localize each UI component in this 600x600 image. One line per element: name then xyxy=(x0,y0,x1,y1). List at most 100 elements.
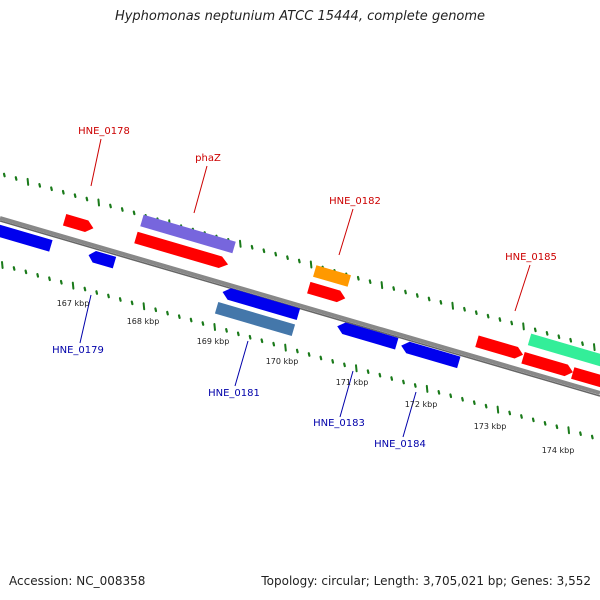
gene-label-phaz[interactable]: phaZ xyxy=(195,153,221,164)
outer-ring-minor-tick xyxy=(286,255,289,260)
outer-ring-minor-tick xyxy=(38,183,42,188)
outer-ring-minor-tick xyxy=(61,189,65,195)
outer-ring-minor-tick xyxy=(73,193,77,198)
outer-ring-minor-tick xyxy=(427,296,431,302)
outer-ring-minor-tick xyxy=(132,210,136,216)
outer-ring-major-tick xyxy=(97,198,100,207)
outer-ring-minor-tick xyxy=(557,334,561,340)
inner-ring-minor-tick xyxy=(319,355,323,361)
inner-ring-minor-tick xyxy=(36,273,40,278)
inner-ring-minor-tick xyxy=(484,403,488,409)
outer-ring-major-tick xyxy=(451,301,454,310)
scale-label-169: 169 kbp xyxy=(197,337,230,346)
inner-ring-minor-tick xyxy=(236,331,240,337)
scale-label-172: 172 kbp xyxy=(405,400,438,409)
inner-ring-major-tick xyxy=(355,364,358,373)
gene-arrow-hne0181[interactable] xyxy=(221,286,301,320)
gene-label-hne0181[interactable]: HNE_0181 xyxy=(208,388,260,399)
inner-tick-ring xyxy=(1,261,594,440)
gene-arrow-hne0179[interactable] xyxy=(87,249,117,269)
gene-arrow-hne0185-green[interactable] xyxy=(527,333,600,367)
gene-label-hne0182[interactable]: HNE_0182 xyxy=(329,196,381,207)
outer-ring-minor-tick xyxy=(415,293,419,298)
inner-ring-minor-tick xyxy=(95,290,99,295)
outer-ring-minor-tick xyxy=(109,203,112,209)
inner-ring-minor-tick xyxy=(461,396,464,402)
inner-ring-minor-tick xyxy=(331,359,335,364)
outer-ring-minor-tick xyxy=(250,244,254,250)
gene-arrow-hne0184[interactable] xyxy=(400,340,461,369)
inner-ring-major-tick xyxy=(425,384,429,393)
outer-ring-minor-tick xyxy=(85,196,89,202)
inner-ring-minor-tick xyxy=(366,369,370,374)
outer-ring-minor-tick xyxy=(463,306,466,312)
inner-ring-minor-tick xyxy=(154,307,158,313)
inner-ring-major-tick xyxy=(284,343,287,352)
inner-ring-minor-tick xyxy=(343,362,346,368)
outer-ring-minor-tick xyxy=(581,341,584,346)
outer-ring-major-tick xyxy=(26,177,30,186)
leader-hne0182 xyxy=(338,208,354,256)
outer-ring-minor-tick xyxy=(120,207,124,212)
outer-ring-minor-tick xyxy=(498,317,502,322)
inner-ring-minor-tick xyxy=(118,297,122,302)
scale-label-168: 168 kbp xyxy=(127,317,160,326)
outer-ring-minor-tick xyxy=(356,275,360,281)
gene-arrow-hne0182-orange[interactable] xyxy=(313,265,351,287)
gene-arrow-hne0181-steel[interactable] xyxy=(214,302,296,336)
inner-ring-minor-tick xyxy=(579,431,582,436)
outer-ring-minor-tick xyxy=(262,248,266,254)
inner-ring-minor-tick xyxy=(531,417,535,423)
inner-ring-minor-tick xyxy=(59,279,63,285)
outer-ring-minor-tick xyxy=(569,337,573,343)
outer-ring-minor-tick xyxy=(2,172,6,178)
inner-ring-minor-tick xyxy=(390,376,394,381)
inner-ring-minor-tick xyxy=(508,410,512,416)
gene-arrow-hne0185[interactable] xyxy=(521,351,574,378)
gene-label-hne0183[interactable]: HNE_0183 xyxy=(313,418,365,429)
gene-label-hne0179[interactable]: HNE_0179 xyxy=(52,345,104,356)
inner-ring-minor-tick xyxy=(543,421,547,426)
scale-label-170: 170 kbp xyxy=(266,357,299,366)
gene-arrows xyxy=(0,214,600,390)
gene-arrow-hne0185-left[interactable] xyxy=(475,335,524,361)
gene-arrow-right-edge[interactable] xyxy=(571,367,600,390)
gene-arrow-phaz-purple[interactable] xyxy=(140,214,236,254)
inner-ring-minor-tick xyxy=(555,424,559,430)
inner-ring-minor-tick xyxy=(24,269,28,275)
inner-ring-major-tick xyxy=(496,405,500,414)
gene-arrow-left-edge[interactable] xyxy=(0,224,53,252)
inner-ring-minor-tick xyxy=(378,372,382,378)
inner-ring-minor-tick xyxy=(177,314,181,319)
gene-label-hne0185[interactable]: HNE_0185 xyxy=(505,252,557,263)
inner-ring-minor-tick xyxy=(130,300,134,306)
inner-ring-major-tick xyxy=(213,323,216,331)
leader-hne0178 xyxy=(90,138,102,187)
gene-label-hne0184[interactable]: HNE_0184 xyxy=(374,439,426,450)
inner-ring-minor-tick xyxy=(48,276,51,282)
inner-ring-minor-tick xyxy=(83,286,87,292)
outer-ring-minor-tick xyxy=(533,327,537,333)
leader-hne0185 xyxy=(514,264,531,312)
inner-ring-major-tick xyxy=(142,302,146,311)
topology-text: Topology: circular; Length: 3,705,021 bp… xyxy=(261,574,591,588)
scale-label-171: 171 kbp xyxy=(336,378,369,387)
inner-ring-minor-tick xyxy=(248,334,252,340)
outer-ring-minor-tick xyxy=(545,331,549,336)
inner-ring-minor-tick xyxy=(295,348,299,354)
outer-ring-minor-tick xyxy=(486,313,490,319)
inner-ring-minor-tick xyxy=(520,414,523,419)
gene-arrow-phaz[interactable] xyxy=(134,231,230,270)
inner-ring-minor-tick xyxy=(449,393,453,399)
inner-ring-minor-tick xyxy=(12,266,16,271)
gene-label-hne0178[interactable]: HNE_0178 xyxy=(78,126,130,137)
outer-ring-minor-tick xyxy=(297,258,301,264)
outer-ring-minor-tick xyxy=(474,310,478,315)
outer-ring-minor-tick xyxy=(14,176,18,181)
gene-arrow-hne0182[interactable] xyxy=(307,281,347,304)
gene-arrow-hne0183[interactable] xyxy=(336,321,399,350)
inner-ring-minor-tick xyxy=(307,352,311,357)
gene-arrow-hne0178[interactable] xyxy=(62,214,95,234)
inner-ring-major-tick xyxy=(71,281,75,290)
